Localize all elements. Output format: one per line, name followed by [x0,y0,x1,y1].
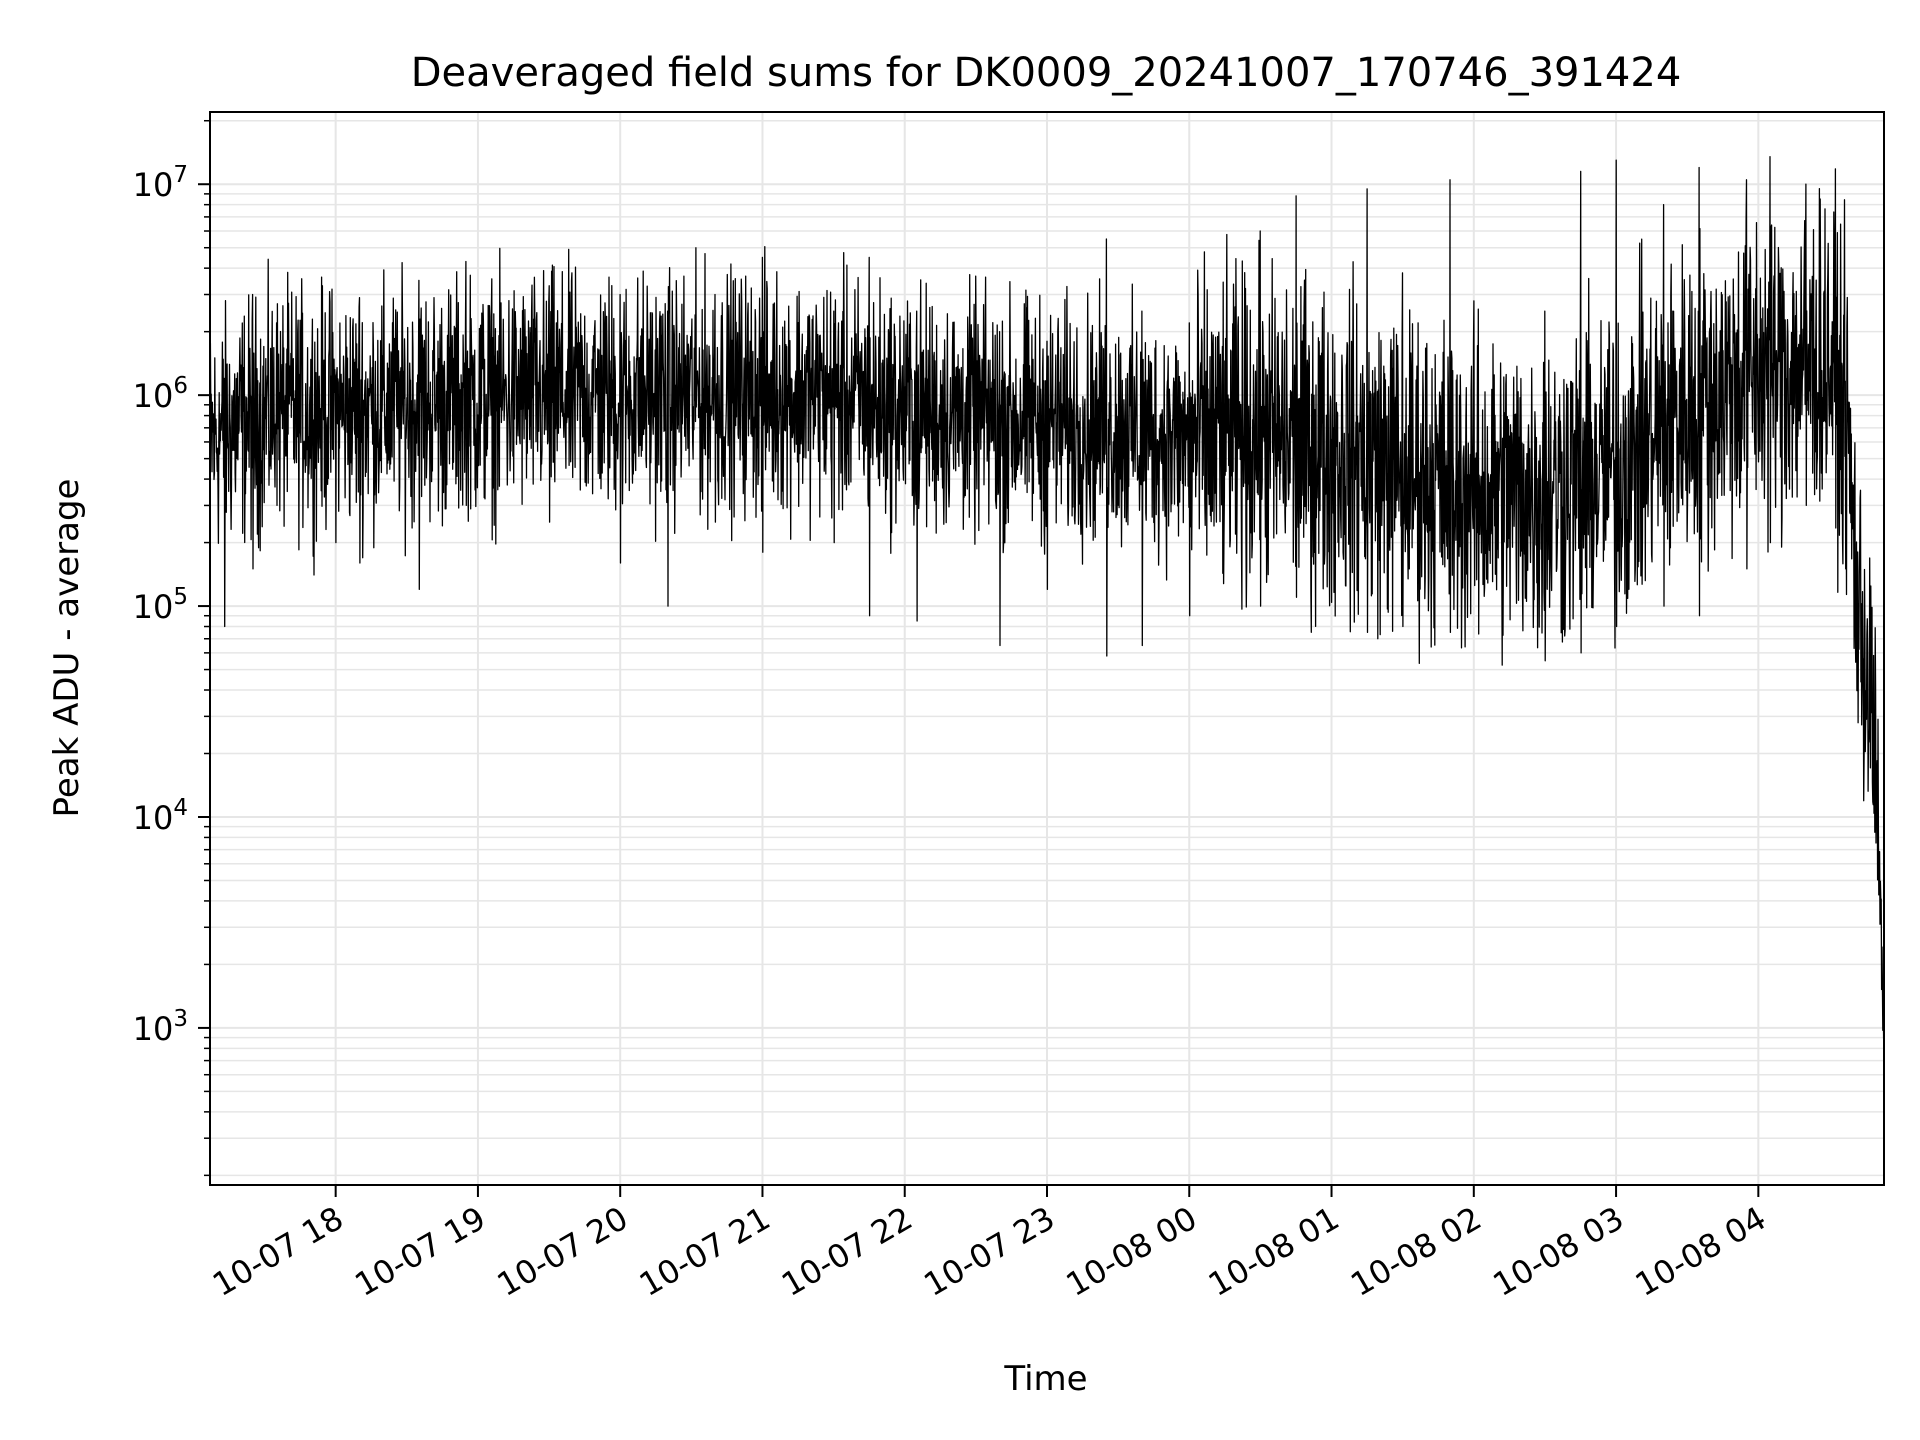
y-axis-label: Peak ADU - average [47,479,87,818]
y-tick-label: 106 [133,373,188,415]
chart-title: Deaveraged field sums for DK0009_2024100… [411,50,1682,96]
y-tick-label: 105 [133,584,188,626]
y-tick-label: 103 [133,1006,188,1048]
y-tick-label: 104 [133,795,188,837]
x-axis-label: Time [1003,1359,1087,1399]
y-ticks: 103 104 105 106 107 [133,119,210,1177]
y-tick-label: 107 [133,162,188,204]
series-line [209,156,1885,1040]
series-layer [209,156,1885,1040]
